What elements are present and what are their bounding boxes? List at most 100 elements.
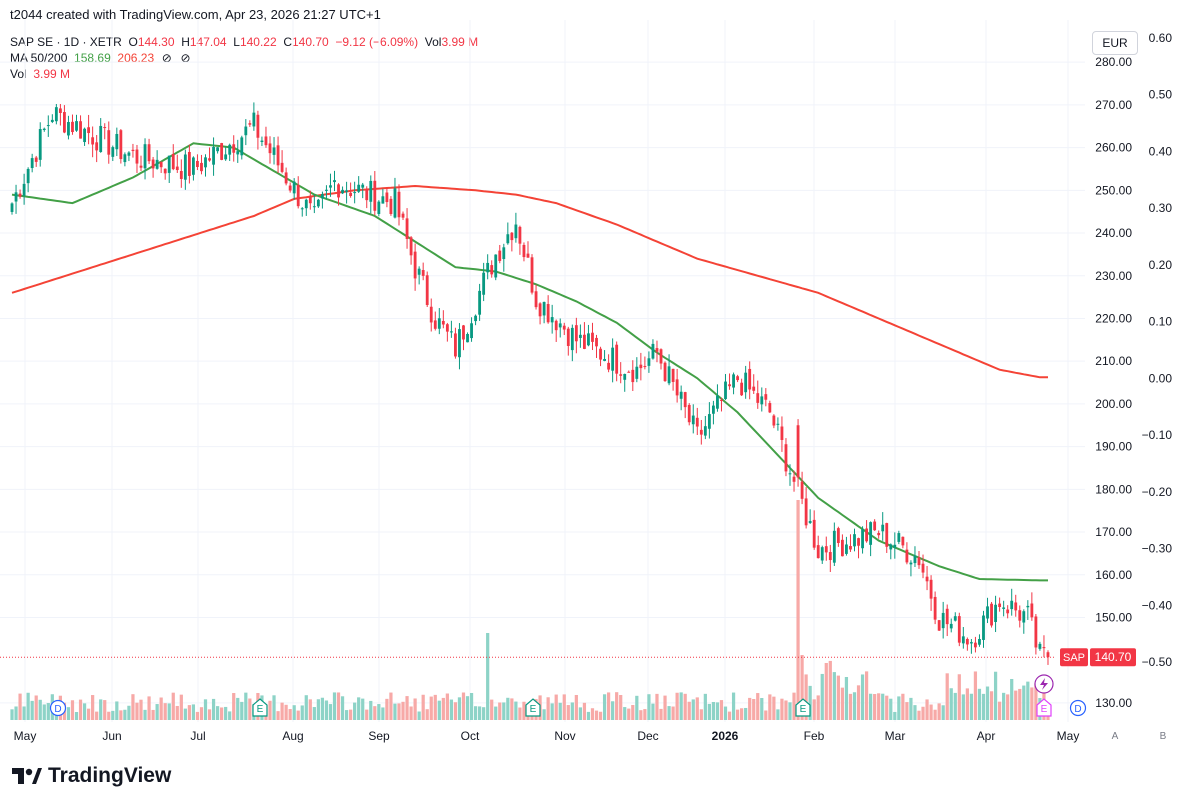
volume-bar: [280, 702, 284, 720]
tradingview-logo[interactable]: TradingView: [12, 764, 171, 788]
candle-body: [639, 364, 643, 369]
volume-value: 3.99 M: [441, 35, 479, 49]
candle-body: [474, 315, 477, 322]
volume-bar: [473, 706, 478, 720]
volume-bar: [655, 693, 659, 720]
candle-body: [764, 394, 768, 400]
candle-body: [776, 423, 780, 425]
volume-bar: [719, 700, 724, 720]
volume-bar: [397, 703, 401, 720]
candle-body: [127, 152, 131, 156]
candle-body: [200, 162, 203, 172]
candle-body: [522, 244, 526, 258]
volume-bar: [127, 705, 131, 720]
candle-body: [284, 172, 288, 184]
candle-body: [1018, 610, 1022, 621]
candle-body: [752, 386, 756, 391]
price-tag-value-bg: [1090, 648, 1136, 667]
candle-body: [853, 534, 856, 547]
volume-bar: [115, 701, 119, 720]
vol-row-label[interactable]: Vol: [10, 67, 27, 81]
candle-body: [179, 171, 183, 179]
candle-body: [264, 136, 268, 146]
volume-bar: [119, 710, 123, 720]
candle-body: [566, 328, 570, 346]
volume-bar: [203, 699, 208, 720]
price-tick-label: 170.00: [1095, 525, 1132, 539]
volume-bar: [828, 660, 832, 720]
candle-body: [18, 193, 22, 197]
candle-body: [296, 185, 300, 207]
axis-button-a: [1106, 726, 1124, 744]
candle-body: [454, 333, 457, 357]
volume-bar: [514, 701, 518, 720]
volume-bar: [131, 694, 135, 720]
candle-body: [986, 606, 989, 619]
secondary-tick-label: 0.60: [1149, 31, 1173, 45]
legend-ma-row[interactable]: MA 50/200 158.69 206.23 ⊘ ⊘: [10, 50, 478, 66]
candle-body: [502, 247, 506, 260]
candle-body: [659, 349, 663, 364]
volume-bar: [675, 692, 679, 720]
legend-symbol[interactable]: SAP SE · 1D · XETR: [10, 35, 122, 49]
candle-body: [812, 519, 816, 548]
candle-body: [683, 392, 687, 408]
close-label: C: [283, 35, 292, 49]
candle-body: [478, 290, 482, 315]
legend-symbol-row[interactable]: SAP SE · 1D · XETR O144.30 H147.04 L140.…: [10, 34, 478, 50]
volume-bar: [482, 707, 486, 720]
volume-bar: [844, 676, 849, 720]
volume-bar: [965, 688, 969, 720]
volume-bar: [151, 709, 155, 720]
legend-vol-row[interactable]: Vol 3.99 M: [10, 66, 478, 82]
settings-icon[interactable]: ⊘: [180, 51, 191, 65]
ma50-path: [11, 142, 1048, 582]
candle-body: [490, 265, 494, 275]
volume-bar: [953, 692, 957, 720]
candle-body: [248, 123, 252, 125]
volume-bar: [933, 709, 937, 720]
currency-button[interactable]: EUR: [1092, 31, 1138, 55]
volume-bar: [42, 704, 46, 720]
volume-bar: [772, 696, 776, 720]
volume-bar: [357, 697, 361, 720]
candle-body: [583, 334, 586, 349]
price-tick-label: 150.00: [1095, 610, 1132, 624]
volume-bar: [107, 711, 111, 720]
time-tick-label: Jun: [102, 729, 121, 743]
volume-bar: [38, 699, 42, 720]
candle-body: [462, 325, 465, 340]
volume-bar: [889, 698, 893, 720]
volume-bar: [22, 706, 26, 720]
volume-bar: [945, 673, 949, 720]
candle-body: [707, 414, 711, 429]
volume-bar: [707, 703, 711, 720]
axis-button-b: [1154, 726, 1172, 744]
candle-body: [804, 498, 808, 526]
volume-bar: [929, 704, 933, 720]
volume-bar: [623, 707, 627, 720]
volume-bar: [699, 709, 703, 720]
candle-body: [921, 563, 925, 573]
volume-bar: [586, 711, 591, 720]
volume-bar: [578, 707, 582, 720]
candle-body: [655, 348, 659, 352]
ma50-line: [11, 142, 1048, 582]
volume-bar: [993, 671, 998, 720]
eye-icon[interactable]: ⊘: [161, 51, 172, 65]
volume-bar: [522, 701, 526, 720]
candle-body: [800, 481, 804, 499]
volume-bar: [768, 694, 772, 720]
volume-bar: [998, 701, 1002, 720]
volume-bar: [619, 695, 623, 720]
volume-bar: [731, 692, 736, 720]
volume-bar: [615, 692, 619, 720]
earnings-marker: [1036, 698, 1052, 717]
volume-bar: [498, 702, 502, 720]
volume-bar: [913, 705, 917, 720]
time-tick-label: Apr: [977, 729, 996, 743]
price-tick-label: 210.00: [1095, 354, 1132, 368]
ma50-value: 158.69: [74, 51, 111, 65]
ma-label[interactable]: MA 50/200: [10, 51, 68, 65]
